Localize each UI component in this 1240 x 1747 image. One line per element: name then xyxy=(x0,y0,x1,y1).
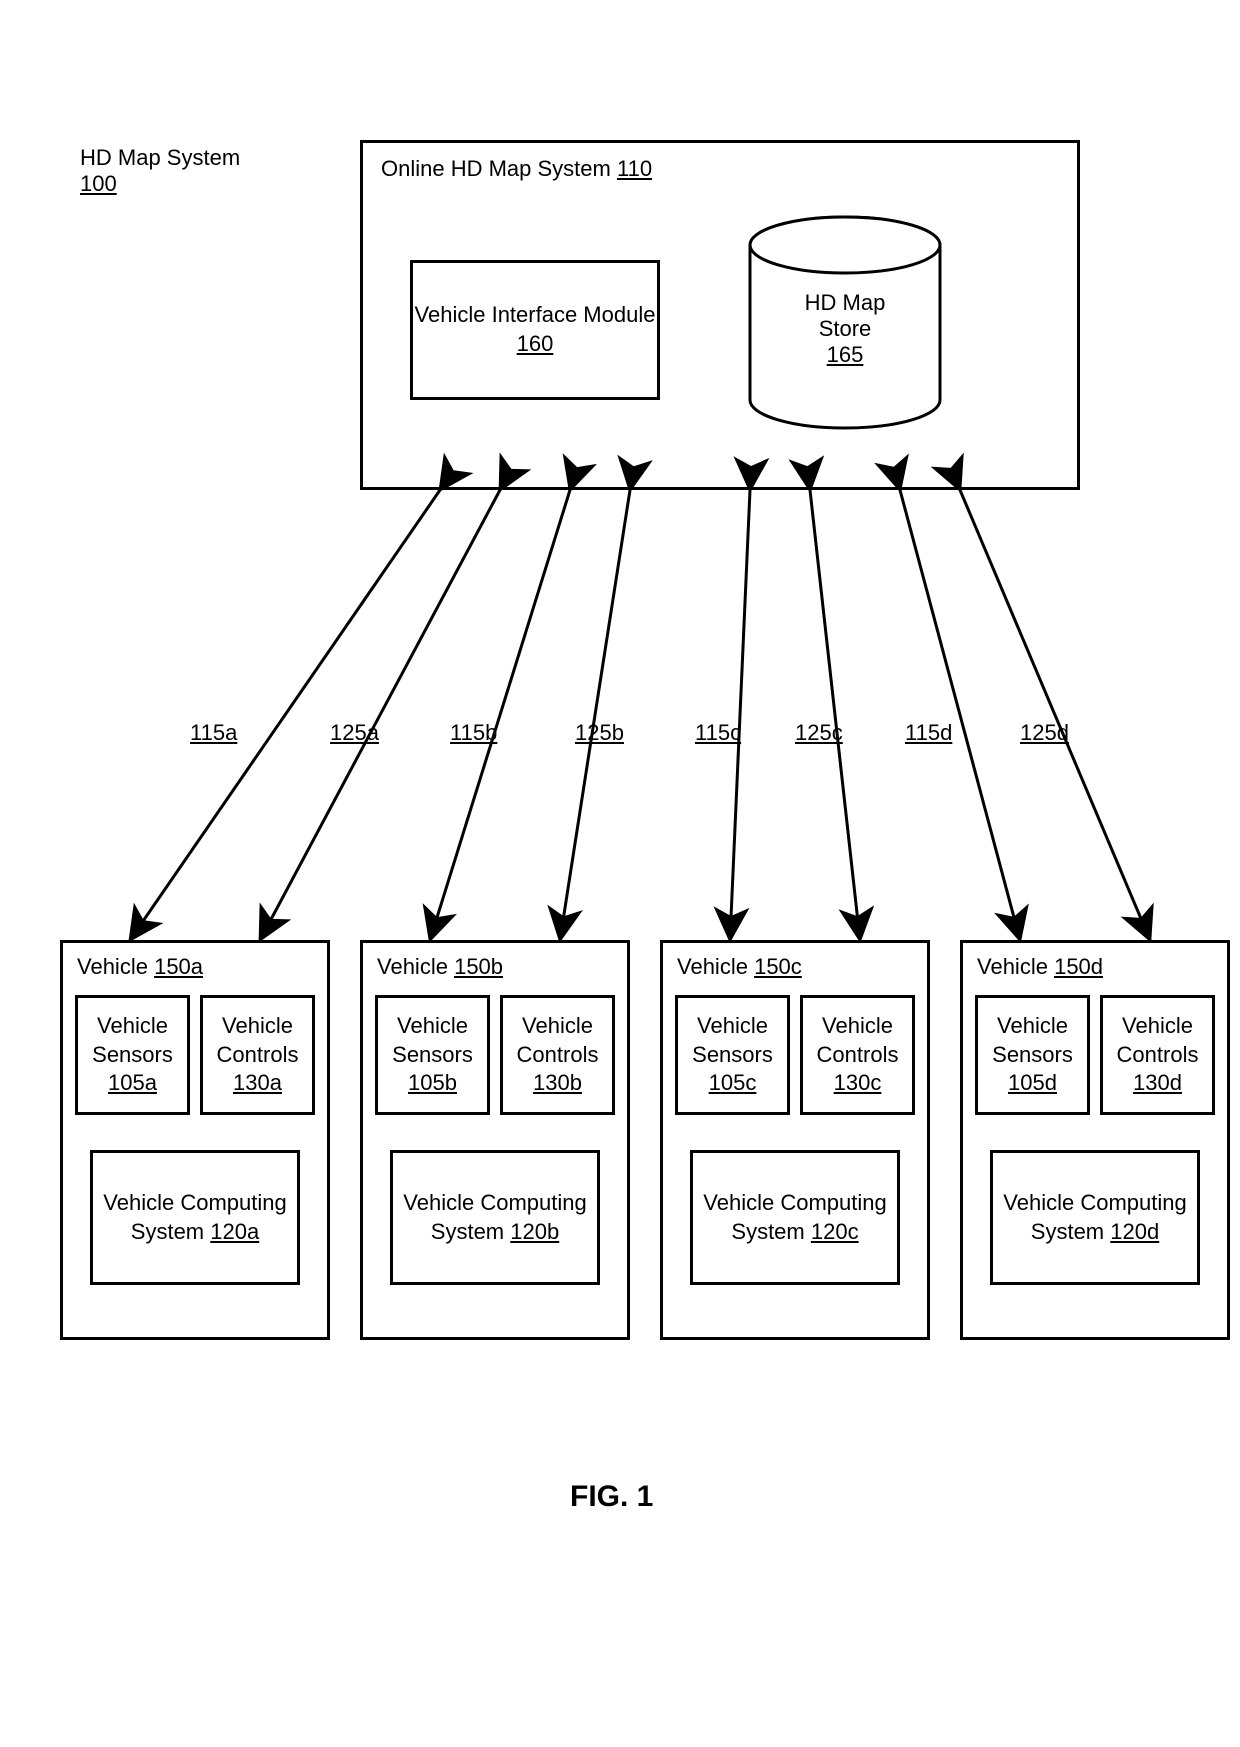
online-system-ref: 110 xyxy=(617,156,652,181)
module-label: Vehicle Interface Module 160 xyxy=(415,301,656,358)
vehicle-title-c: Vehicle 150c xyxy=(677,953,802,982)
system-title: HD Map System 100 xyxy=(80,145,240,197)
vehicle-title-a: Vehicle 150a xyxy=(77,953,203,982)
arrow-125b xyxy=(560,490,630,940)
vehicle-controls-d: Vehicle Controls130d xyxy=(1100,995,1215,1115)
vehicle-computing-b: Vehicle Computing System 120b xyxy=(390,1150,600,1285)
arrow-label-115a: 115a xyxy=(190,720,237,746)
arrow-125d xyxy=(960,490,1150,940)
vehicle-controls-b: Vehicle Controls130b xyxy=(500,995,615,1115)
vehicle-title-d: Vehicle 150d xyxy=(977,953,1103,982)
module-ref: 160 xyxy=(517,331,554,356)
arrow-115c xyxy=(730,490,750,940)
vehicle-sensors-d: Vehicle Sensors105d xyxy=(975,995,1090,1115)
vehicle-computing-c: Vehicle Computing System 120c xyxy=(690,1150,900,1285)
arrow-label-115d: 115d xyxy=(905,720,952,746)
arrow-label-125c: 125c xyxy=(795,720,843,746)
vehicle-sensors-c: Vehicle Sensors105c xyxy=(675,995,790,1115)
online-system-title: Online HD Map System 110 xyxy=(381,155,652,184)
arrow-label-125d: 125d xyxy=(1020,720,1069,746)
system-title-ref: 100 xyxy=(80,171,117,196)
arrow-label-125a: 125a xyxy=(330,720,379,746)
figure-label: FIG. 1 xyxy=(570,1480,653,1514)
store-ref: 165 xyxy=(827,342,864,367)
vehicle-title-b: Vehicle 150b xyxy=(377,953,503,982)
vehicle-sensors-a: Vehicle Sensors105a xyxy=(75,995,190,1115)
vehicle-controls-a: Vehicle Controls130a xyxy=(200,995,315,1115)
vehicle-controls-c: Vehicle Controls130c xyxy=(800,995,915,1115)
vehicle-computing-a: Vehicle Computing System 120a xyxy=(90,1150,300,1285)
vehicle-computing-d: Vehicle Computing System 120d xyxy=(990,1150,1200,1285)
arrow-115b xyxy=(430,490,570,940)
arrow-label-115b: 115b xyxy=(450,720,497,746)
arrow-125c xyxy=(810,490,860,940)
vehicle-sensors-b: Vehicle Sensors105b xyxy=(375,995,490,1115)
diagram-page: HD Map System 100 Online HD Map System 1… xyxy=(0,0,1240,1747)
arrow-label-115c: 115c xyxy=(695,720,741,746)
vehicle-interface-module-box: Vehicle Interface Module 160 xyxy=(410,260,660,400)
arrow-125a xyxy=(260,490,500,940)
arrow-115a xyxy=(130,490,440,940)
arrow-label-125b: 125b xyxy=(575,720,624,746)
arrow-115d xyxy=(900,490,1020,940)
store-label: HD Map Store 165 xyxy=(795,290,895,368)
